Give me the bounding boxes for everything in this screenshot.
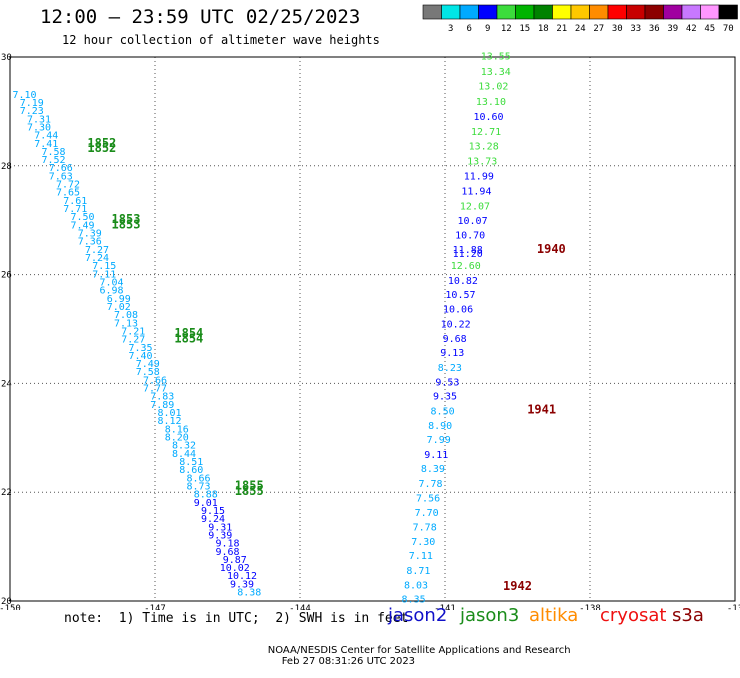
swh-value-right: 8.03 <box>404 580 428 591</box>
mission-jason2: jason2 <box>388 605 447 626</box>
swh-value-left-b: 7.66 <box>143 375 167 386</box>
swh-value-left-b: 9.15 <box>201 506 225 517</box>
swh-value-right: 10.57 <box>445 290 475 301</box>
swh-value-right: 8.90 <box>428 421 452 432</box>
altimeter-chart-page: 12:00 – 23:59 UTC 02/25/2023 12 hour col… <box>0 0 740 650</box>
footnote: note: 1) Time is in UTC; 2) SWH is in fe… <box>64 611 408 626</box>
swh-value-right: 9.53 <box>435 378 459 389</box>
swh-value-right: 8.35 <box>402 595 426 606</box>
swh-value-right: 8.71 <box>406 566 430 577</box>
swh-value-left-b: 8.32 <box>172 441 196 452</box>
swh-value-left-b: 7.83 <box>150 392 174 403</box>
swh-value-left-b: 7.15 <box>92 261 116 272</box>
swh-value-right: 12.07 <box>460 201 490 212</box>
swh-value-left-b: 8.16 <box>165 424 189 435</box>
pass-time-label: 1940 <box>537 242 566 256</box>
swh-value-right: 10.07 <box>457 216 487 227</box>
swh-value-right: 10.60 <box>473 112 503 123</box>
pass-time-label: 1852 <box>87 141 116 155</box>
swh-value-right: 9.35 <box>433 392 457 403</box>
mission-s3a: s3a <box>672 605 704 626</box>
swh-value-left-b: 8.88 <box>194 490 218 501</box>
x-tick-label: -13 <box>727 604 740 610</box>
swh-value-left-b: 9.18 <box>215 539 239 550</box>
swh-value-left-b: 7.27 <box>85 245 109 256</box>
swh-value-right: 7.78 <box>413 522 437 533</box>
swh-value-left-b: 7.19 <box>20 98 44 109</box>
swh-value-right: 7.30 <box>411 537 435 548</box>
swh-value-left-b: 8.01 <box>157 408 181 419</box>
x-tick-label: -147 <box>144 604 166 610</box>
mission-jason3: jason3 <box>460 605 519 626</box>
pass-time-label: 1941 <box>527 402 556 416</box>
swh-value-left-b: 6.99 <box>107 294 131 305</box>
pass-time-label: 1853 <box>112 217 141 231</box>
swh-plot: -150-147-144-141-138-132022242628307.107… <box>0 0 740 610</box>
swh-value-right: 12.60 <box>451 261 481 272</box>
x-tick-label: -144 <box>289 604 311 610</box>
swh-value-left-b: 7.72 <box>56 180 80 191</box>
mission-cryosat: cryosat <box>600 605 666 626</box>
swh-value-left-b: 7.49 <box>136 359 160 370</box>
swh-value-right: 13.02 <box>478 82 508 93</box>
mission-altika: altika <box>529 605 578 626</box>
footer-timestamp: Feb 27 08:31:26 UTC 2023 <box>282 656 415 667</box>
pass-time-label: 1855 <box>235 484 264 498</box>
swh-value-left-b: 8.38 <box>237 588 261 599</box>
swh-value-right: 13.73 <box>467 157 497 168</box>
swh-value-right: 9.11 <box>424 450 448 461</box>
swh-value-left-b: 7.21 <box>121 326 145 337</box>
swh-value-right: 9.13 <box>440 348 464 359</box>
swh-value-right: 11.94 <box>461 187 491 198</box>
swh-value-left-b: 7.44 <box>34 131 58 142</box>
swh-value-right: 7.70 <box>415 508 439 519</box>
swh-value-right: 13.34 <box>481 67 511 78</box>
swh-value-right: 10.82 <box>448 276 478 287</box>
swh-value-right: 7.56 <box>416 493 440 504</box>
swh-value-left-b: 8.51 <box>179 457 203 468</box>
swh-value-right: 10.22 <box>441 319 471 330</box>
swh-value-left-b: 7.61 <box>63 196 87 207</box>
swh-value-left-b: 8.66 <box>186 473 210 484</box>
swh-value-right: 11.20 <box>453 249 483 260</box>
swh-value-left-b: 7.08 <box>114 310 138 321</box>
x-tick-label: -138 <box>579 604 601 610</box>
swh-value-right: 13.10 <box>476 97 506 108</box>
swh-value-right: 13.55 <box>481 52 511 63</box>
swh-value-left-b: 7.58 <box>41 147 65 158</box>
footer-credit: NOAA/NESDIS Center for Satellite Applica… <box>255 634 571 678</box>
swh-value-right: 7.11 <box>409 551 433 562</box>
footer-center: NOAA/NESDIS Center for Satellite Applica… <box>268 645 571 656</box>
swh-value-left-b: 10.12 <box>227 571 257 582</box>
swh-value-right: 7.99 <box>427 435 451 446</box>
swh-value-left-b: 7.35 <box>128 343 152 354</box>
swh-value-left-b: 7.39 <box>78 229 102 240</box>
swh-value-right: 11.99 <box>464 171 494 182</box>
swh-value-right: 10.70 <box>455 231 485 242</box>
swh-value-right: 8.50 <box>431 406 455 417</box>
swh-value-left-b: 7.66 <box>49 163 73 174</box>
swh-value-left-b: 9.31 <box>208 522 232 533</box>
swh-value-right: 9.68 <box>443 334 467 345</box>
pass-time-label: 1942 <box>503 579 532 593</box>
swh-value-left-b: 9.87 <box>223 555 247 566</box>
swh-value-right: 8.23 <box>438 363 462 374</box>
swh-value-right: 12.71 <box>471 127 501 138</box>
swh-value-right: 13.28 <box>469 141 499 152</box>
swh-value-left-b: 7.04 <box>99 277 123 288</box>
pass-time-label: 1854 <box>174 332 203 346</box>
swh-value-right: 10.06 <box>443 305 473 316</box>
swh-value-right: 7.78 <box>418 479 442 490</box>
swh-value-left-b: 7.31 <box>27 114 51 125</box>
swh-value-right: 8.39 <box>421 464 445 475</box>
swh-value-left-b: 7.50 <box>70 212 94 223</box>
